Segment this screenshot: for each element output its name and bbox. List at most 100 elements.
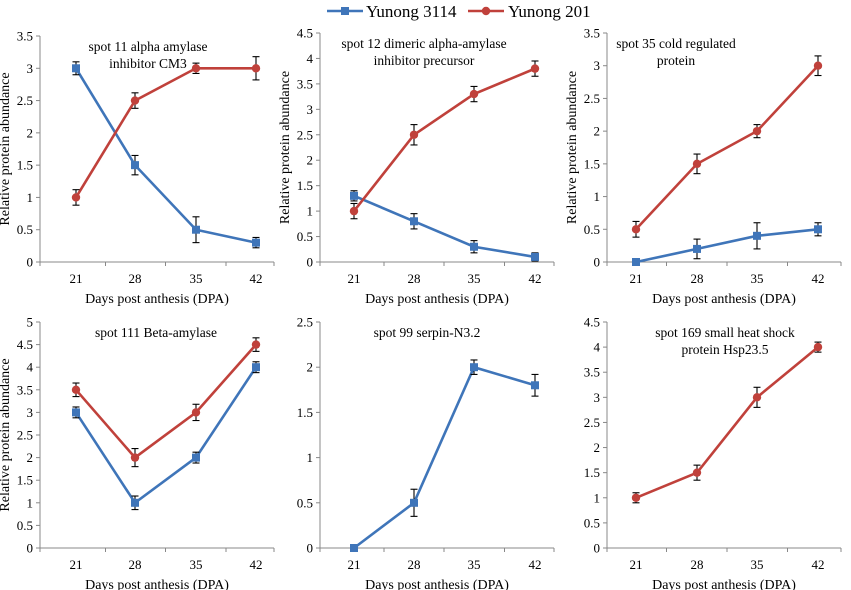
y-axis-label: Relative protein abundance — [0, 358, 13, 511]
y-tick-label: 1.5 — [17, 473, 33, 488]
y-tick-label: 1.5 — [17, 158, 33, 173]
data-point — [470, 242, 478, 251]
y-tick-label: 3.5 — [297, 76, 313, 91]
x-tick-label: 28 — [129, 557, 142, 572]
data-point — [531, 252, 539, 261]
chart-panel-4: 0 0.5 1 1.5 2 2.5 3 3.5 4 4.5 5 21 28 35 42 Days post a… — [0, 315, 275, 590]
y-tick-label: 0.5 — [17, 222, 33, 237]
x-tick-label: 21 — [70, 271, 83, 286]
data-point — [469, 89, 479, 99]
series-yunong-201 — [71, 56, 261, 206]
data-point — [130, 453, 140, 462]
chart-panel-5: 0 0.5 1 1.5 2 2.5 21 28 35 42 Days post anthesis (… — [297, 315, 555, 590]
y-tick-label: 3.5 — [17, 29, 33, 44]
chart-panel-2: 0 0.5 1 1.5 2 2.5 3 3.5 4 4.5 21 28 35 42 Days post an… — [278, 26, 555, 307]
y-tick-label: 2 — [594, 440, 601, 455]
series-yunong-201 — [631, 341, 823, 504]
y-tick-label: 0 — [307, 255, 314, 270]
y-tick-label: 0 — [307, 541, 314, 556]
y-tick-label: 3 — [307, 102, 314, 117]
data-point — [350, 544, 358, 552]
y-tick-label: 1 — [27, 190, 34, 205]
x-tick-label: 42 — [529, 271, 542, 286]
series-line — [74, 67, 257, 244]
data-point — [71, 385, 81, 394]
chart-title: spot 111 Beta-amylase — [95, 325, 217, 340]
x-tick-label: 28 — [408, 271, 421, 286]
y-tick-label: 1 — [307, 450, 314, 465]
chart-panel-3: 0 0.5 1 1.5 2 2.5 3 3.5 21 28 35 42 Days post anthes… — [565, 26, 842, 307]
data-point — [753, 231, 761, 240]
y-tick-label: 1.5 — [297, 405, 313, 420]
data-point — [72, 64, 80, 73]
data-point — [692, 159, 702, 169]
data-point — [72, 408, 80, 417]
x-tick-label: 42 — [250, 557, 263, 572]
x-axis-label: Days post anthesis (DPA) — [652, 578, 796, 590]
x-tick-label: 28 — [691, 557, 704, 572]
series-yunong-3114 — [72, 361, 260, 511]
data-point — [251, 340, 261, 349]
series-yunong-3114 — [350, 359, 539, 552]
series-line — [353, 194, 536, 259]
y-tick-label: 2.5 — [297, 127, 313, 142]
y-tick-label: 2.5 — [17, 428, 33, 443]
y-tick-label: 2 — [27, 450, 34, 465]
x-tick-label: 21 — [630, 271, 643, 286]
data-point — [192, 225, 200, 234]
x-axis-label: Days post anthesis (DPA) — [85, 292, 229, 307]
series-yunong-201 — [71, 337, 261, 468]
y-tick-label: 4 — [307, 51, 314, 66]
y-tick-label: 1 — [27, 495, 34, 510]
y-tick-label: 3.5 — [584, 26, 600, 41]
y-axis-label: Relative protein abundance — [565, 71, 580, 224]
y-tick-label: 0 — [594, 255, 601, 270]
x-tick-label: 35 — [751, 271, 764, 286]
data-point — [131, 161, 139, 170]
y-tick-label: 5 — [27, 315, 34, 330]
series-line — [75, 343, 257, 460]
x-tick-label: 35 — [190, 557, 203, 572]
data-point — [470, 363, 478, 372]
chart-title: spot 12 dimeric alpha-amylase — [341, 36, 506, 51]
x-axis-label: Days post anthesis (DPA) — [365, 292, 509, 307]
data-point — [71, 193, 81, 202]
y-tick-label: 4.5 — [297, 26, 313, 41]
chart-title: protein — [657, 53, 695, 68]
x-tick-label: 35 — [468, 271, 481, 286]
x-tick-label: 35 — [468, 557, 481, 572]
y-tick-label: 2 — [27, 125, 34, 140]
x-tick-label: 21 — [348, 271, 361, 286]
y-tick-label: 2 — [307, 360, 314, 375]
y-tick-label: 0.5 — [584, 515, 600, 530]
data-point — [130, 96, 140, 105]
y-tick-label: 4.5 — [584, 315, 600, 330]
data-point — [410, 498, 418, 507]
y-tick-label: 0.5 — [17, 518, 33, 533]
series-line — [352, 67, 536, 212]
data-point — [752, 126, 762, 136]
chart-title: spot 99 serpin-N3.2 — [374, 325, 481, 340]
series-line — [353, 365, 536, 550]
y-tick-label: 1.5 — [584, 465, 600, 480]
series-line — [635, 227, 819, 264]
data-point — [409, 130, 419, 139]
y-tick-label: 3 — [594, 58, 601, 73]
y-tick-label: 0 — [27, 255, 34, 270]
y-tick-label: 2.5 — [297, 315, 313, 330]
y-tick-label: 3.5 — [17, 382, 33, 397]
y-tick-label: 0.5 — [297, 229, 313, 244]
data-point — [191, 64, 201, 73]
y-tick-label: 3.5 — [584, 365, 600, 380]
data-point — [631, 225, 641, 234]
chart-title: spot 35 cold regulated — [616, 36, 736, 51]
chart-title: spot 11 alpha amylase — [88, 39, 207, 54]
y-tick-label: 1.5 — [297, 178, 313, 193]
y-tick-label: 0 — [27, 541, 34, 556]
y-tick-label: 0.5 — [584, 222, 600, 237]
y-tick-label: 2.5 — [584, 91, 600, 106]
data-point — [692, 468, 702, 477]
x-tick-label: 21 — [348, 557, 361, 572]
data-point — [131, 498, 139, 507]
x-axis-label: Days post anthesis (DPA) — [85, 578, 229, 590]
